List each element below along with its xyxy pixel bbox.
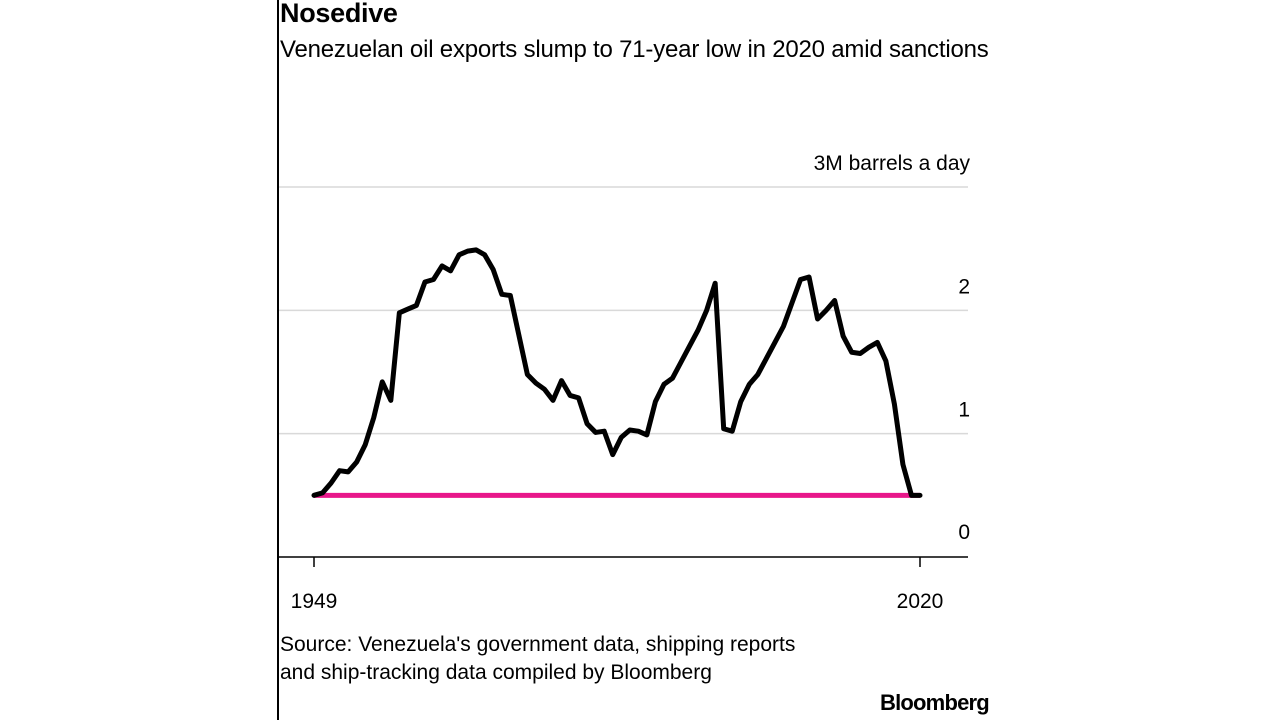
y-tick-label: 3M barrels a day <box>814 152 971 175</box>
chart-subtitle: Venezuelan oil exports slump to 71-year … <box>280 36 989 63</box>
x-tick-label: 1949 <box>291 590 338 613</box>
source-note: Source: Venezuela's government data, shi… <box>280 633 796 684</box>
series-line-oil-exports <box>311 247 923 498</box>
series-lines <box>311 247 923 498</box>
x-axis-labels: 1949 2020 <box>291 557 944 613</box>
y-tick-label: 0 <box>958 521 970 544</box>
left-frame-rule <box>277 0 279 720</box>
bloomberg-logo: Bloomberg <box>880 690 990 715</box>
y-tick-label: 2 <box>958 275 970 298</box>
y-axis-labels: 0 1 2 3M barrels a day <box>814 152 971 544</box>
y-tick-label: 1 <box>958 399 970 422</box>
chart-title: Nosedive <box>280 0 398 28</box>
gridlines <box>279 186 968 435</box>
x-tick-label: 2020 <box>897 590 944 613</box>
